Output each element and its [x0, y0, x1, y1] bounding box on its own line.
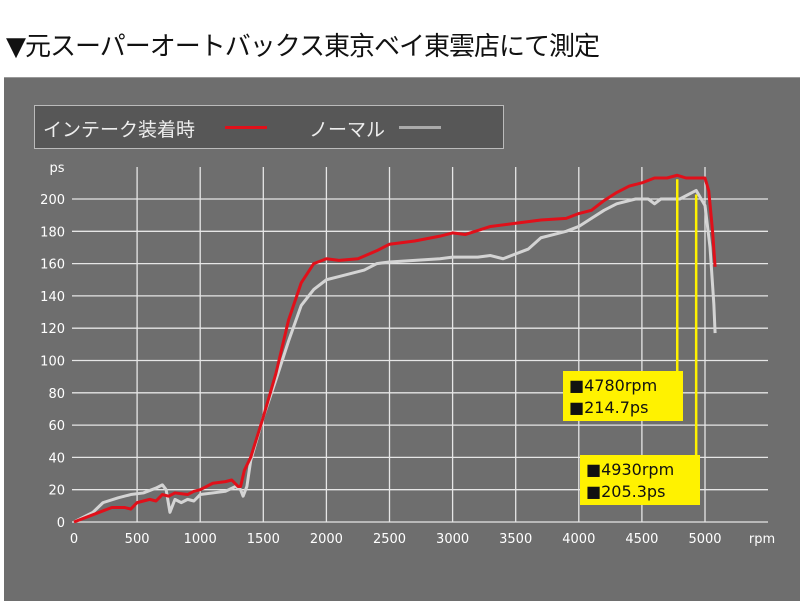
y-tick-label: 160 — [40, 258, 65, 273]
x-tick-label: 2000 — [310, 532, 343, 547]
y-tick-label: 0 — [57, 516, 65, 531]
annotation-rpm: ■4930rpm — [586, 460, 674, 479]
y-tick-label: 80 — [48, 387, 65, 402]
x-axis-label: rpm — [749, 532, 775, 547]
legend-label-intake: インテーク装着時 — [43, 119, 196, 141]
series-line-intake — [73, 173, 717, 524]
y-tick-label: 60 — [48, 419, 65, 434]
x-tick-label: 4000 — [562, 532, 595, 547]
x-tick-label: 500 — [125, 532, 150, 547]
legend-label-normal: ノーマル — [309, 119, 386, 141]
y-tick-label: 180 — [40, 225, 65, 240]
legend-swatch-normal — [399, 126, 441, 129]
annotation-ps: ■205.3ps — [586, 482, 665, 501]
y-tick-label: 20 — [48, 484, 65, 499]
x-tick-label: 1000 — [184, 532, 217, 547]
y-tick-label: 40 — [48, 451, 65, 466]
annotation-rpm: ■4780rpm — [569, 376, 657, 395]
series-line-normal — [73, 188, 717, 524]
x-tick-label: 1500 — [247, 532, 280, 547]
annotation-box — [580, 455, 700, 505]
x-tick-label: 4500 — [625, 532, 658, 547]
legend-swatch-intake — [225, 126, 267, 129]
y-tick-label: 120 — [40, 322, 65, 337]
x-tick-label: 3000 — [436, 532, 469, 547]
x-tick-label: 3500 — [499, 532, 532, 547]
y-tick-label: 140 — [40, 290, 65, 305]
x-tick-label: 2500 — [373, 532, 406, 547]
y-tick-label: 100 — [40, 355, 65, 370]
x-tick-label: 0 — [70, 532, 78, 547]
annotation-box — [563, 371, 683, 421]
page-title: ▼元スーパーオートバックス東京ベイ東雲店にて測定 — [6, 32, 600, 62]
y-axis-label: ps — [49, 161, 64, 176]
x-tick-label: 5000 — [688, 532, 721, 547]
legend: インテーク装着時 ノーマル — [34, 105, 504, 149]
annotation-ps: ■214.7ps — [569, 398, 648, 417]
y-tick-label: 200 — [40, 193, 65, 208]
